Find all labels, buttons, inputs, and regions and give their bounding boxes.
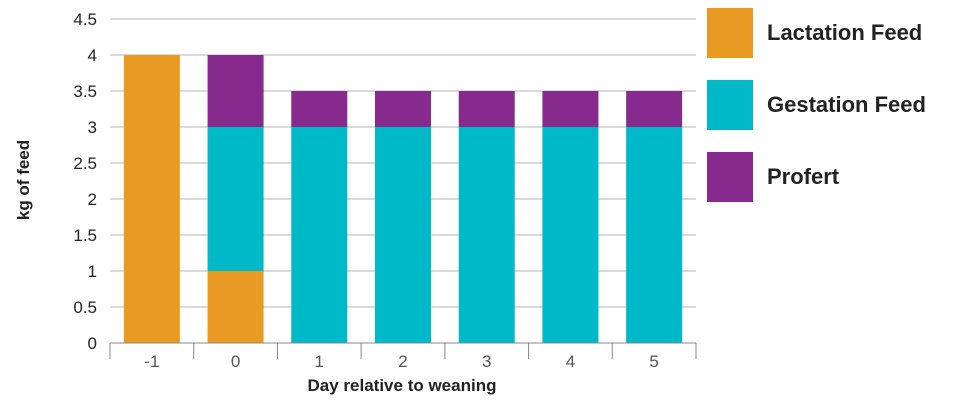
bar-segment-gestation-feed — [375, 127, 431, 343]
bar-segment-gestation-feed — [542, 127, 599, 343]
x-tick-label: 4 — [566, 352, 575, 371]
y-tick-label: 1.5 — [73, 226, 97, 245]
y-tick-label: 2.5 — [73, 154, 97, 173]
x-tick-label: -1 — [144, 352, 159, 371]
bars — [123, 55, 683, 343]
legend-label: Profert — [767, 164, 840, 189]
x-tick-label: 2 — [398, 352, 407, 371]
y-tick-label: 2 — [88, 190, 97, 209]
y-tick-label: 0.5 — [73, 298, 97, 317]
legend-label: Gestation Feed — [767, 92, 926, 117]
bar-segment-gestation-feed — [626, 127, 683, 343]
legend: Lactation Feed Gestation Feed Profert — [707, 8, 926, 224]
y-tick-labels: 0 0.5 1 1.5 2 2.5 3 3.5 4 4.5 — [73, 10, 97, 353]
y-tick-label: 4 — [88, 46, 97, 65]
legend-swatch-profert — [707, 152, 753, 202]
bar-segment-profert — [458, 91, 515, 127]
bar-segment-gestation-feed — [207, 127, 264, 271]
bar-segment-profert — [542, 91, 599, 127]
x-tick-label: 1 — [315, 352, 324, 371]
legend-item-lactation-feed: Lactation Feed — [707, 8, 926, 58]
x-tick-label: 5 — [649, 352, 658, 371]
y-tick-label: 1 — [88, 262, 97, 281]
x-tick-label: 0 — [231, 352, 240, 371]
bar-segment-gestation-feed — [458, 127, 515, 343]
bar-segment-profert — [207, 55, 264, 127]
bar-segment-gestation-feed — [291, 127, 348, 343]
legend-item-profert: Profert — [707, 152, 926, 202]
y-tick-label: 3.5 — [73, 82, 97, 101]
legend-item-gestation-feed: Gestation Feed — [707, 80, 926, 130]
y-tick-label: 4.5 — [73, 10, 97, 29]
bar-segment-lactation-feed — [123, 55, 180, 343]
x-axis-title: Day relative to weaning — [308, 376, 497, 395]
bar-segment-lactation-feed — [207, 271, 264, 343]
bar-segment-profert — [375, 91, 431, 127]
x-tick-labels: -1 0 1 2 3 4 5 — [109, 343, 697, 371]
bar-segment-profert — [626, 91, 683, 127]
x-tick-label: 3 — [482, 352, 491, 371]
legend-swatch-gestation-feed — [707, 80, 753, 130]
y-tick-label: 3 — [88, 118, 97, 137]
legend-swatch-lactation-feed — [707, 8, 753, 58]
y-axis-title: kg of feed — [14, 140, 33, 220]
y-tick-label: 0 — [88, 334, 97, 353]
legend-label: Lactation Feed — [767, 20, 923, 45]
bar-segment-profert — [291, 91, 348, 127]
